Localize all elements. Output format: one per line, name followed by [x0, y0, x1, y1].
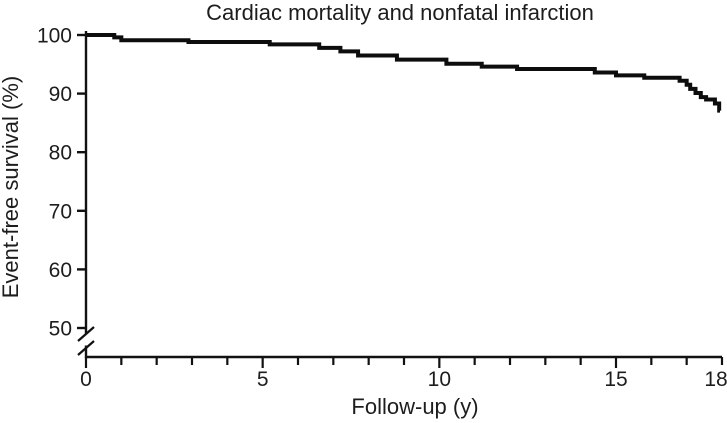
axis-break-slash [77, 326, 95, 342]
survival-curve [86, 33, 722, 113]
axis-tick-labels: 100 90 80 70 60 50 0 5 10 15 18 [37, 25, 727, 392]
x-tick-label: 0 [80, 368, 92, 391]
chart-title: Cardiac mortality and nonfatal infarctio… [206, 0, 594, 25]
y-tick-label: 80 [49, 142, 72, 165]
x-tick-label: 10 [428, 368, 451, 391]
x-tick-label: 15 [604, 368, 627, 391]
x-tick-label: 18 [704, 368, 727, 391]
y-tick-label: 60 [49, 259, 72, 282]
x-axis-label: Follow-up (y) [351, 394, 478, 419]
y-tick-label: 50 [49, 318, 72, 341]
y-tick-label: 100 [37, 25, 72, 48]
y-tick-label: 70 [49, 200, 72, 223]
y-tick-label: 90 [49, 83, 72, 106]
axes [77, 31, 722, 359]
y-axis-label: Event-free survival (%) [0, 76, 23, 299]
axis-ticks [77, 33, 724, 368]
axis-break-slash [77, 340, 95, 356]
x-tick-label: 5 [257, 368, 269, 391]
